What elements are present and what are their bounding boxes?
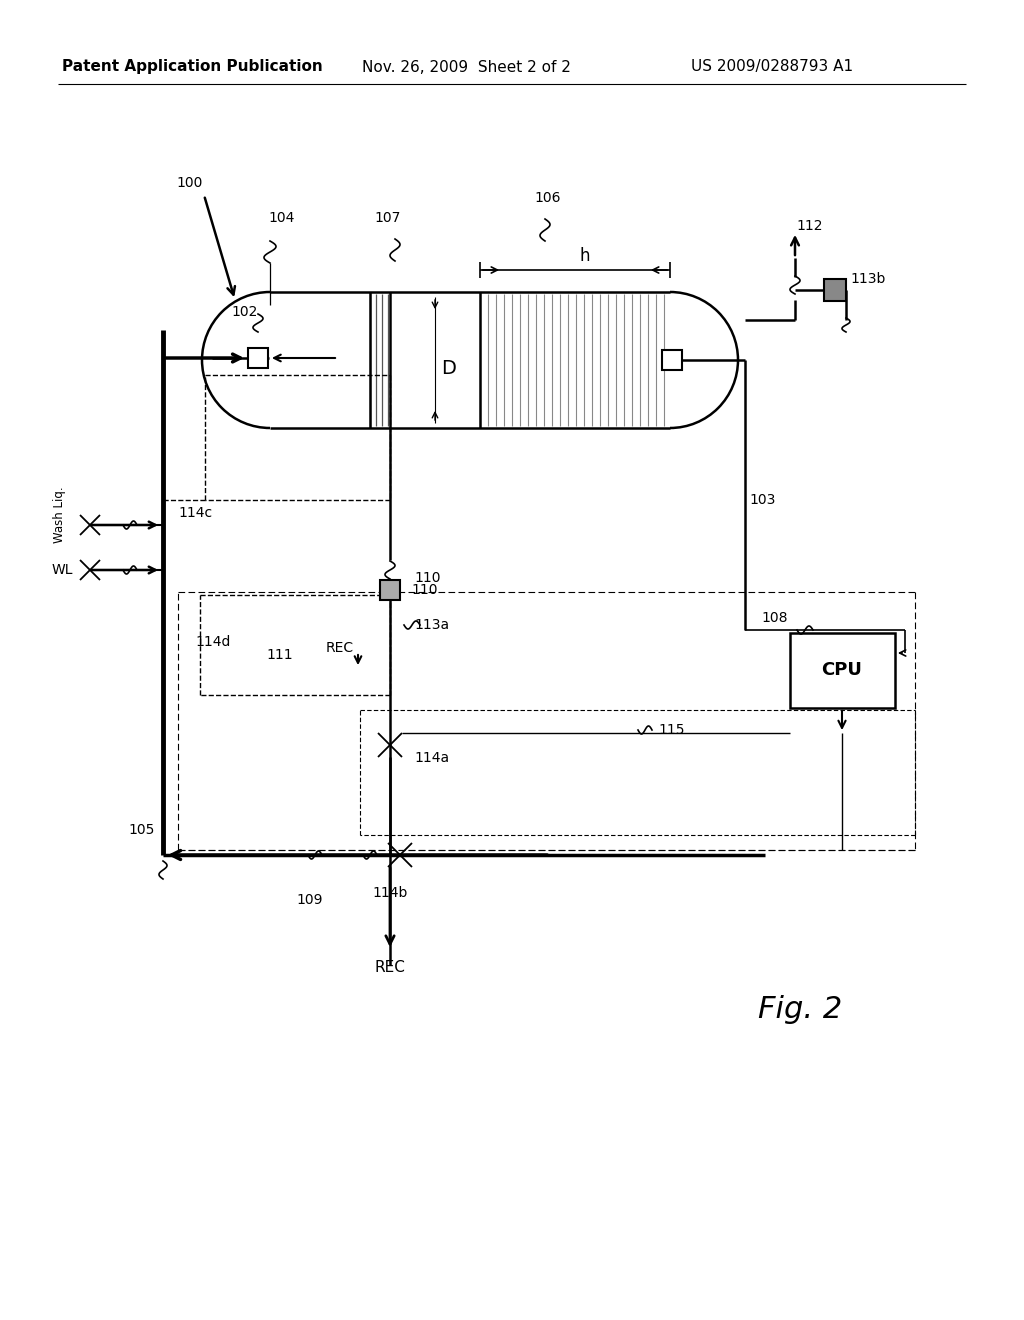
Text: D: D xyxy=(441,359,457,378)
Text: 112: 112 xyxy=(797,219,823,234)
Bar xyxy=(248,348,268,368)
Text: Nov. 26, 2009  Sheet 2 of 2: Nov. 26, 2009 Sheet 2 of 2 xyxy=(361,59,570,74)
Text: 100: 100 xyxy=(177,176,203,190)
Text: 114c: 114c xyxy=(178,506,212,520)
Text: REC: REC xyxy=(375,960,406,974)
Text: 110: 110 xyxy=(415,572,441,585)
Text: CPU: CPU xyxy=(821,661,862,678)
Bar xyxy=(790,634,895,708)
Text: 105: 105 xyxy=(129,822,156,837)
Text: 114a: 114a xyxy=(415,751,450,766)
Text: 111: 111 xyxy=(266,648,293,663)
Text: 113b: 113b xyxy=(850,272,886,286)
Text: REC: REC xyxy=(326,642,354,655)
Text: WL: WL xyxy=(51,564,73,577)
Text: 113a: 113a xyxy=(415,618,450,632)
Text: 110: 110 xyxy=(412,583,438,597)
Bar xyxy=(824,279,846,301)
Text: Fig. 2: Fig. 2 xyxy=(758,995,842,1024)
Text: 104: 104 xyxy=(269,211,295,224)
Text: 109: 109 xyxy=(297,894,324,907)
Text: 114d: 114d xyxy=(196,635,230,649)
Text: US 2009/0288793 A1: US 2009/0288793 A1 xyxy=(691,59,853,74)
Text: 115: 115 xyxy=(658,723,685,737)
Text: h: h xyxy=(580,247,590,265)
Text: 102: 102 xyxy=(231,305,258,319)
Text: 114b: 114b xyxy=(373,886,408,900)
Text: 108: 108 xyxy=(762,611,788,624)
Text: Patent Application Publication: Patent Application Publication xyxy=(61,59,323,74)
Text: 103: 103 xyxy=(750,492,776,507)
Bar xyxy=(662,350,682,370)
Text: 106: 106 xyxy=(535,191,561,205)
Bar xyxy=(380,579,400,601)
Text: 107: 107 xyxy=(375,211,401,224)
Text: Wash Liq.: Wash Liq. xyxy=(53,487,67,544)
